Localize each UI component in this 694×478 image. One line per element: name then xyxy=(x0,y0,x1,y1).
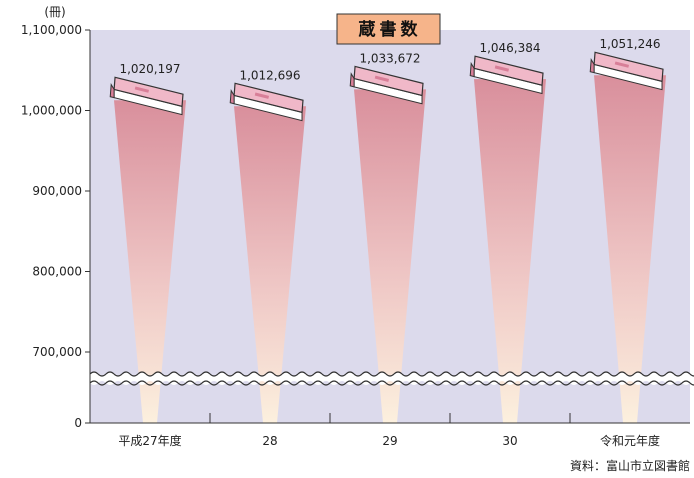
y-tick-label: 900,000 xyxy=(32,184,82,198)
x-category-label: 29 xyxy=(382,434,397,448)
y-tick-label: 700,000 xyxy=(32,345,82,359)
x-category-label: 令和元年度 xyxy=(600,433,660,448)
y-tick-label: 1,100,000 xyxy=(21,23,82,37)
y-tick-label: 800,000 xyxy=(32,265,82,279)
source-note: 資料：富山市立図書館 xyxy=(570,458,690,473)
x-category-label: 28 xyxy=(262,434,277,448)
x-category-label: 平成27年度 xyxy=(118,433,181,448)
y-axis-unit: (冊) xyxy=(44,5,65,19)
y-ticks-layer: 0 700,000 800,000 900,000 1,000,000 1,100,000 xyxy=(21,23,90,430)
x-category-label: 30 xyxy=(502,434,517,448)
bar-value-label: 1,033,672 xyxy=(359,51,420,65)
bar-value-label: 1,046,384 xyxy=(479,41,540,55)
chart-title: 蔵書数 xyxy=(359,19,422,40)
bar-value-label: 1,051,246 xyxy=(599,37,660,51)
y-tick-label: 1,000,000 xyxy=(21,104,82,118)
bar-value-label: 1,012,696 xyxy=(239,68,300,82)
bar-value-label: 1,020,197 xyxy=(119,62,180,76)
y-tick-label: 0 xyxy=(74,416,82,430)
